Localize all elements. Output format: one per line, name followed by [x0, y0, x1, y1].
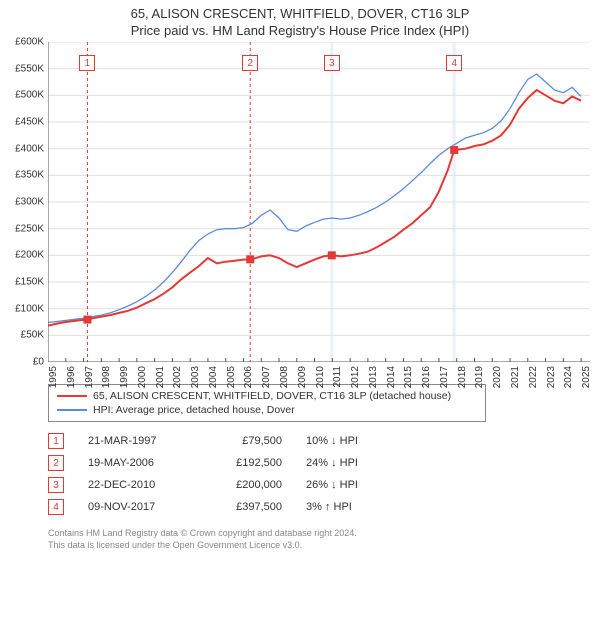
x-axis-label: 2017	[439, 366, 450, 388]
legend-swatch	[57, 409, 87, 411]
x-axis-label: 2013	[368, 366, 379, 388]
chart-subtitle: Price paid vs. HM Land Registry's House …	[0, 23, 600, 38]
transaction-delta: 3% ↑ HPI	[306, 501, 396, 513]
x-axis-label: 1998	[101, 366, 112, 388]
y-axis-label: £500K	[15, 90, 44, 101]
x-axis-label: 2006	[243, 366, 254, 388]
transaction-row: 2 19-MAY-2006 £192,500 24% ↓ HPI	[48, 452, 600, 474]
transaction-price: £397,500	[212, 501, 282, 513]
x-axis-label: 2007	[261, 366, 272, 388]
x-axis-label: 2024	[563, 366, 574, 388]
chart-title: 65, ALISON CRESCENT, WHITFIELD, DOVER, C…	[0, 6, 600, 21]
x-axis-label: 2003	[190, 366, 201, 388]
transaction-marker: 3	[48, 477, 64, 493]
transaction-price: £79,500	[212, 435, 282, 447]
transaction-marker: 4	[48, 499, 64, 515]
x-axis-label: 2018	[457, 366, 468, 388]
y-axis-label: £300K	[15, 197, 44, 208]
chart-marker-2: 2	[242, 55, 258, 71]
y-axis-label: £0	[33, 357, 44, 368]
x-axis-label: 2015	[403, 366, 414, 388]
x-axis-label: 2005	[226, 366, 237, 388]
x-axis-label: 2010	[315, 366, 326, 388]
x-axis-label: 2023	[546, 366, 557, 388]
transaction-date: 21-MAR-1997	[88, 435, 188, 447]
x-axis-label: 2019	[474, 366, 485, 388]
x-axis-label: 2022	[528, 366, 539, 388]
x-axis-label: 2008	[279, 366, 290, 388]
transaction-row: 4 09-NOV-2017 £397,500 3% ↑ HPI	[48, 496, 600, 518]
legend-label: HPI: Average price, detached house, Dove…	[93, 404, 295, 416]
footer-attribution: Contains HM Land Registry data © Crown c…	[48, 528, 600, 551]
legend: 65, ALISON CRESCENT, WHITFIELD, DOVER, C…	[48, 384, 486, 422]
transaction-row: 3 22-DEC-2010 £200,000 26% ↓ HPI	[48, 474, 600, 496]
x-axis-label: 2001	[155, 366, 166, 388]
x-axis-label: 2020	[492, 366, 503, 388]
chart-marker-4: 4	[446, 55, 462, 71]
transactions-table: 1 21-MAR-1997 £79,500 10% ↓ HPI 2 19-MAY-2006…	[48, 430, 600, 518]
chart-marker-1: 1	[79, 55, 95, 71]
x-axis-label: 2025	[581, 366, 592, 388]
chart-marker-3: 3	[324, 55, 340, 71]
transaction-delta: 26% ↓ HPI	[306, 479, 396, 491]
y-axis-label: £150K	[15, 277, 44, 288]
y-axis-label: £100K	[15, 303, 44, 314]
y-axis-label: £600K	[15, 37, 44, 48]
x-axis-label: 2012	[350, 366, 361, 388]
transaction-row: 1 21-MAR-1997 £79,500 10% ↓ HPI	[48, 430, 600, 452]
x-axis-label: 2014	[386, 366, 397, 388]
transaction-marker: 1	[48, 433, 64, 449]
transaction-price: £200,000	[212, 479, 282, 491]
transaction-delta: 24% ↓ HPI	[306, 457, 396, 469]
x-axis-label: 2009	[297, 366, 308, 388]
line-chart	[48, 42, 590, 362]
y-axis-label: £450K	[15, 117, 44, 128]
footer-line-2: This data is licensed under the Open Gov…	[48, 540, 600, 552]
transaction-date: 19-MAY-2006	[88, 457, 188, 469]
y-axis-label: £250K	[15, 223, 44, 234]
x-axis-label: 1999	[119, 366, 130, 388]
chart-area: £0£50K£100K£150K£200K£250K£300K£350K£400…	[48, 42, 590, 362]
y-axis-label: £350K	[15, 170, 44, 181]
y-axis-label: £50K	[21, 330, 44, 341]
x-axis-label: 1997	[84, 366, 95, 388]
y-axis-label: £400K	[15, 143, 44, 154]
transaction-date: 09-NOV-2017	[88, 501, 188, 513]
x-axis-label: 2011	[332, 366, 343, 388]
x-axis-label: 2000	[137, 366, 148, 388]
x-axis-label: 2021	[510, 366, 521, 388]
legend-item: HPI: Average price, detached house, Dove…	[57, 403, 477, 417]
transaction-delta: 10% ↓ HPI	[306, 435, 396, 447]
x-axis-label: 2002	[172, 366, 183, 388]
x-axis-label: 2004	[208, 366, 219, 388]
x-axis-label: 1995	[48, 366, 59, 388]
transaction-date: 22-DEC-2010	[88, 479, 188, 491]
legend-item: 65, ALISON CRESCENT, WHITFIELD, DOVER, C…	[57, 389, 477, 403]
footer-line-1: Contains HM Land Registry data © Crown c…	[48, 528, 600, 540]
x-axis-label: 1996	[66, 366, 77, 388]
x-axis-label: 2016	[421, 366, 432, 388]
y-axis-label: £550K	[15, 63, 44, 74]
transaction-marker: 2	[48, 455, 64, 471]
legend-swatch	[57, 395, 87, 397]
legend-label: 65, ALISON CRESCENT, WHITFIELD, DOVER, C…	[93, 390, 451, 402]
transaction-price: £192,500	[212, 457, 282, 469]
y-axis-label: £200K	[15, 250, 44, 261]
